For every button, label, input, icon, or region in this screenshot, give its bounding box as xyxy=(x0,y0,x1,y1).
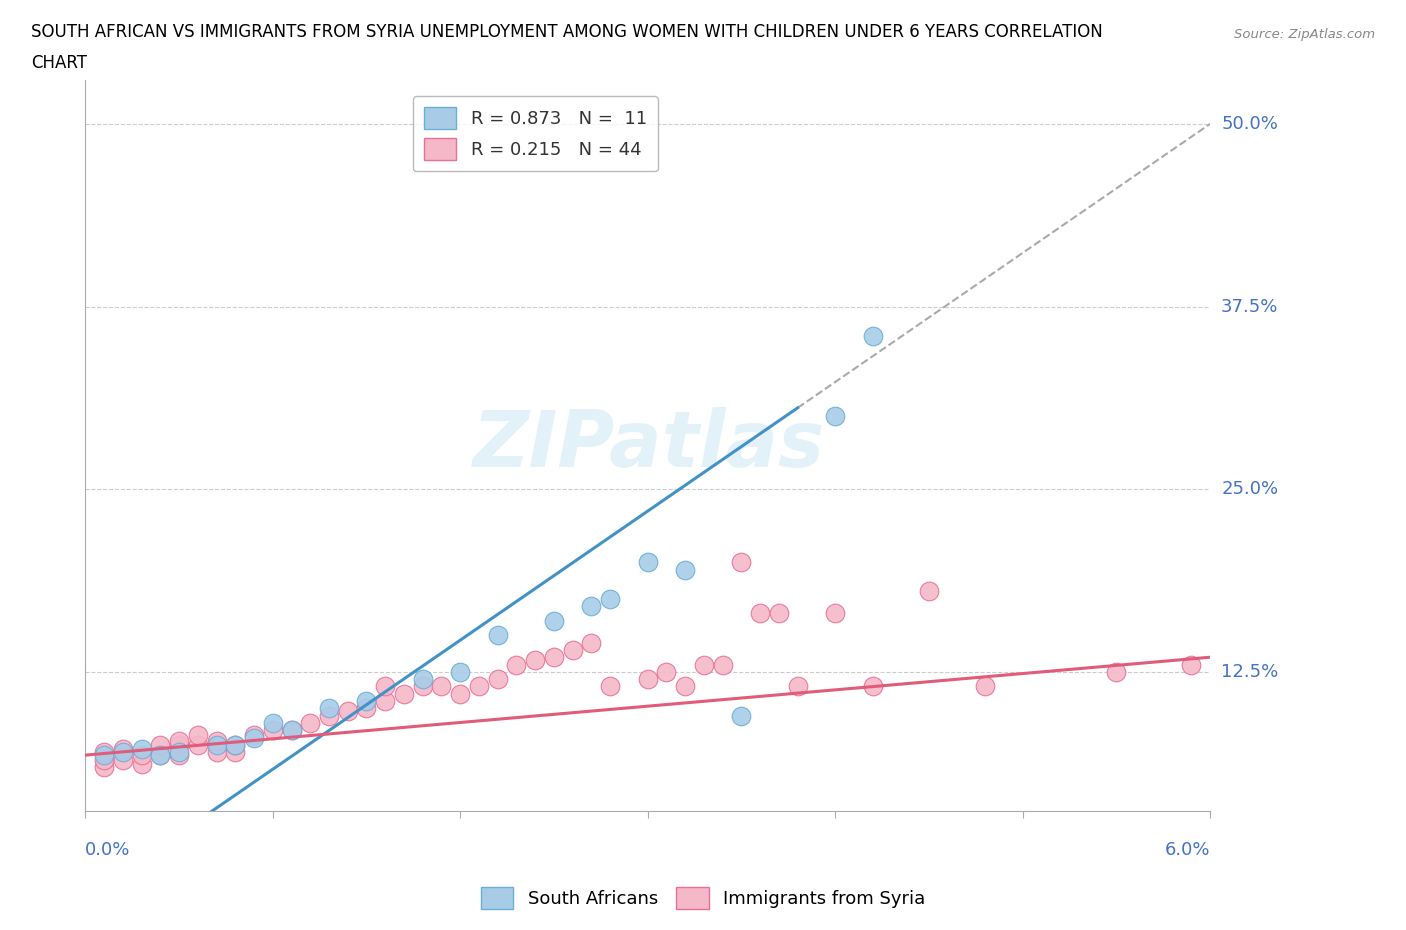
Point xyxy=(149,748,172,763)
Point xyxy=(486,628,509,643)
Point xyxy=(862,679,884,694)
Point xyxy=(374,679,396,694)
Point xyxy=(468,679,491,694)
Text: 50.0%: 50.0% xyxy=(1222,115,1278,133)
Point xyxy=(131,756,153,771)
Point xyxy=(187,727,209,742)
Point xyxy=(786,679,808,694)
Point xyxy=(693,658,716,672)
Point xyxy=(318,709,340,724)
Point xyxy=(824,408,846,423)
Point xyxy=(318,701,340,716)
Point xyxy=(673,562,696,577)
Point xyxy=(730,709,752,724)
Text: SOUTH AFRICAN VS IMMIGRANTS FROM SYRIA UNEMPLOYMENT AMONG WOMEN WITH CHILDREN UN: SOUTH AFRICAN VS IMMIGRANTS FROM SYRIA U… xyxy=(31,23,1102,41)
Point xyxy=(224,745,246,760)
Point xyxy=(918,584,941,599)
Point xyxy=(581,599,603,614)
Point xyxy=(543,613,565,628)
Text: 37.5%: 37.5% xyxy=(1222,298,1278,315)
Point xyxy=(336,704,359,719)
Text: 12.5%: 12.5% xyxy=(1222,663,1278,681)
Point xyxy=(167,737,190,752)
Point xyxy=(93,760,115,775)
Legend: South Africans, Immigrants from Syria: South Africans, Immigrants from Syria xyxy=(474,880,932,916)
Point xyxy=(599,591,621,606)
Point xyxy=(111,752,134,767)
Point xyxy=(262,723,284,737)
Point xyxy=(637,555,659,570)
Point xyxy=(655,664,678,679)
Point xyxy=(280,723,302,737)
Point xyxy=(430,679,453,694)
Point xyxy=(299,715,322,730)
Legend: R = 0.873   N =  11, R = 0.215   N = 44: R = 0.873 N = 11, R = 0.215 N = 44 xyxy=(413,97,658,171)
Point xyxy=(673,679,696,694)
Point xyxy=(224,737,246,752)
Point xyxy=(824,606,846,621)
Point xyxy=(149,737,172,752)
Point xyxy=(356,701,378,716)
Point xyxy=(524,653,547,668)
Text: Source: ZipAtlas.com: Source: ZipAtlas.com xyxy=(1234,28,1375,41)
Point xyxy=(167,748,190,763)
Point xyxy=(280,723,302,737)
Point xyxy=(149,748,172,763)
Point xyxy=(205,733,228,748)
Point xyxy=(711,658,734,672)
Point xyxy=(412,671,434,686)
Point xyxy=(730,555,752,570)
Point xyxy=(392,686,415,701)
Point xyxy=(205,737,228,752)
Point xyxy=(111,745,134,760)
Point xyxy=(449,686,471,701)
Point xyxy=(356,694,378,709)
Point xyxy=(974,679,997,694)
Point xyxy=(93,745,115,760)
Point xyxy=(749,606,772,621)
Point xyxy=(543,650,565,665)
Point xyxy=(581,635,603,650)
Point xyxy=(131,748,153,763)
Point xyxy=(561,643,583,658)
Point xyxy=(768,606,790,621)
Point xyxy=(111,742,134,757)
Point xyxy=(187,737,209,752)
Point xyxy=(224,737,246,752)
Point xyxy=(637,671,659,686)
Point xyxy=(862,328,884,343)
Point xyxy=(93,748,115,763)
Point xyxy=(449,664,471,679)
Point xyxy=(505,658,527,672)
Point xyxy=(93,752,115,767)
Point xyxy=(262,715,284,730)
Text: 0.0%: 0.0% xyxy=(86,842,131,859)
Point xyxy=(243,730,266,745)
Point xyxy=(1180,658,1202,672)
Point xyxy=(486,671,509,686)
Point xyxy=(412,679,434,694)
Point xyxy=(374,694,396,709)
Point xyxy=(1105,664,1128,679)
Point xyxy=(599,679,621,694)
Text: 25.0%: 25.0% xyxy=(1222,480,1278,498)
Point xyxy=(205,745,228,760)
Text: ZIPatlas: ZIPatlas xyxy=(471,407,824,484)
Point xyxy=(243,727,266,742)
Text: CHART: CHART xyxy=(31,54,87,72)
Point xyxy=(167,733,190,748)
Text: 6.0%: 6.0% xyxy=(1164,842,1211,859)
Point xyxy=(167,745,190,760)
Point xyxy=(131,742,153,757)
